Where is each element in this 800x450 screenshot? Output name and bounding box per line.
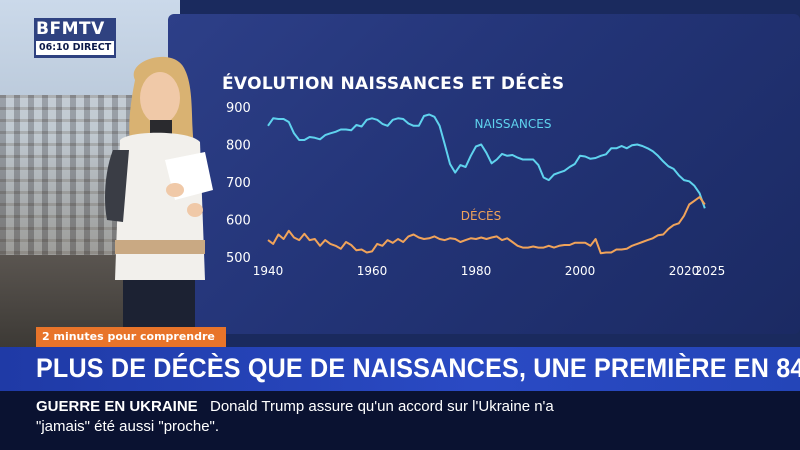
y-tick-label: 700 bbox=[226, 176, 251, 191]
x-tick-label: 2025 bbox=[695, 264, 726, 278]
headline: PLUS DE DÉCÈS QUE DE NAISSANCES, UNE PRE… bbox=[36, 353, 800, 383]
x-tick-label: 1940 bbox=[253, 264, 284, 278]
series-label-deaths: DÉCÈS bbox=[461, 208, 501, 223]
x-tick-label: 1960 bbox=[357, 264, 388, 278]
y-tick-label: 800 bbox=[226, 139, 251, 154]
series-line-births bbox=[267, 113, 706, 209]
time-badge bbox=[36, 41, 114, 55]
time-live-label: 06:10 DIRECT bbox=[39, 42, 111, 53]
clock-time: 06:10 bbox=[39, 42, 70, 53]
segment-tag-box bbox=[36, 327, 226, 347]
series-line-deaths bbox=[267, 196, 706, 255]
presenter-face bbox=[140, 72, 180, 124]
y-tick-label: 500 bbox=[226, 251, 251, 266]
x-tick-label: 2020 bbox=[669, 264, 700, 278]
presenter bbox=[105, 56, 213, 340]
presenter-stripe bbox=[115, 240, 205, 254]
y-tick-label: 900 bbox=[226, 101, 251, 116]
series-label-births: NAISSANCES bbox=[475, 117, 552, 131]
ticker-text-continued: "jamais" été aussi "proche". bbox=[36, 418, 220, 435]
chart-screen: ÉVOLUTION NAISSANCES ET DÉCÈS 900 800 700 6… bbox=[168, 14, 800, 334]
x-tick-label: 1980 bbox=[461, 264, 492, 278]
news-ticker bbox=[0, 391, 800, 450]
y-tick-label: 600 bbox=[226, 214, 251, 229]
segment-tag: 2 minutes pour comprendre bbox=[42, 330, 215, 343]
presenter-hand bbox=[187, 203, 203, 217]
ticker-label: GUERRE EN UKRAINE bbox=[36, 398, 198, 415]
x-tick-label: 2000 bbox=[565, 264, 596, 278]
presenter-sleeve bbox=[105, 150, 129, 222]
channel-logo: BFMTV bbox=[36, 19, 105, 39]
presenter-hand bbox=[166, 183, 184, 197]
chart-title: ÉVOLUTION NAISSANCES ET DÉCÈS bbox=[222, 74, 565, 94]
ticker-text: Donald Trump assure qu'un accord sur l'U… bbox=[210, 398, 554, 415]
live-label: DIRECT bbox=[72, 42, 112, 53]
headline-bar bbox=[0, 347, 800, 391]
